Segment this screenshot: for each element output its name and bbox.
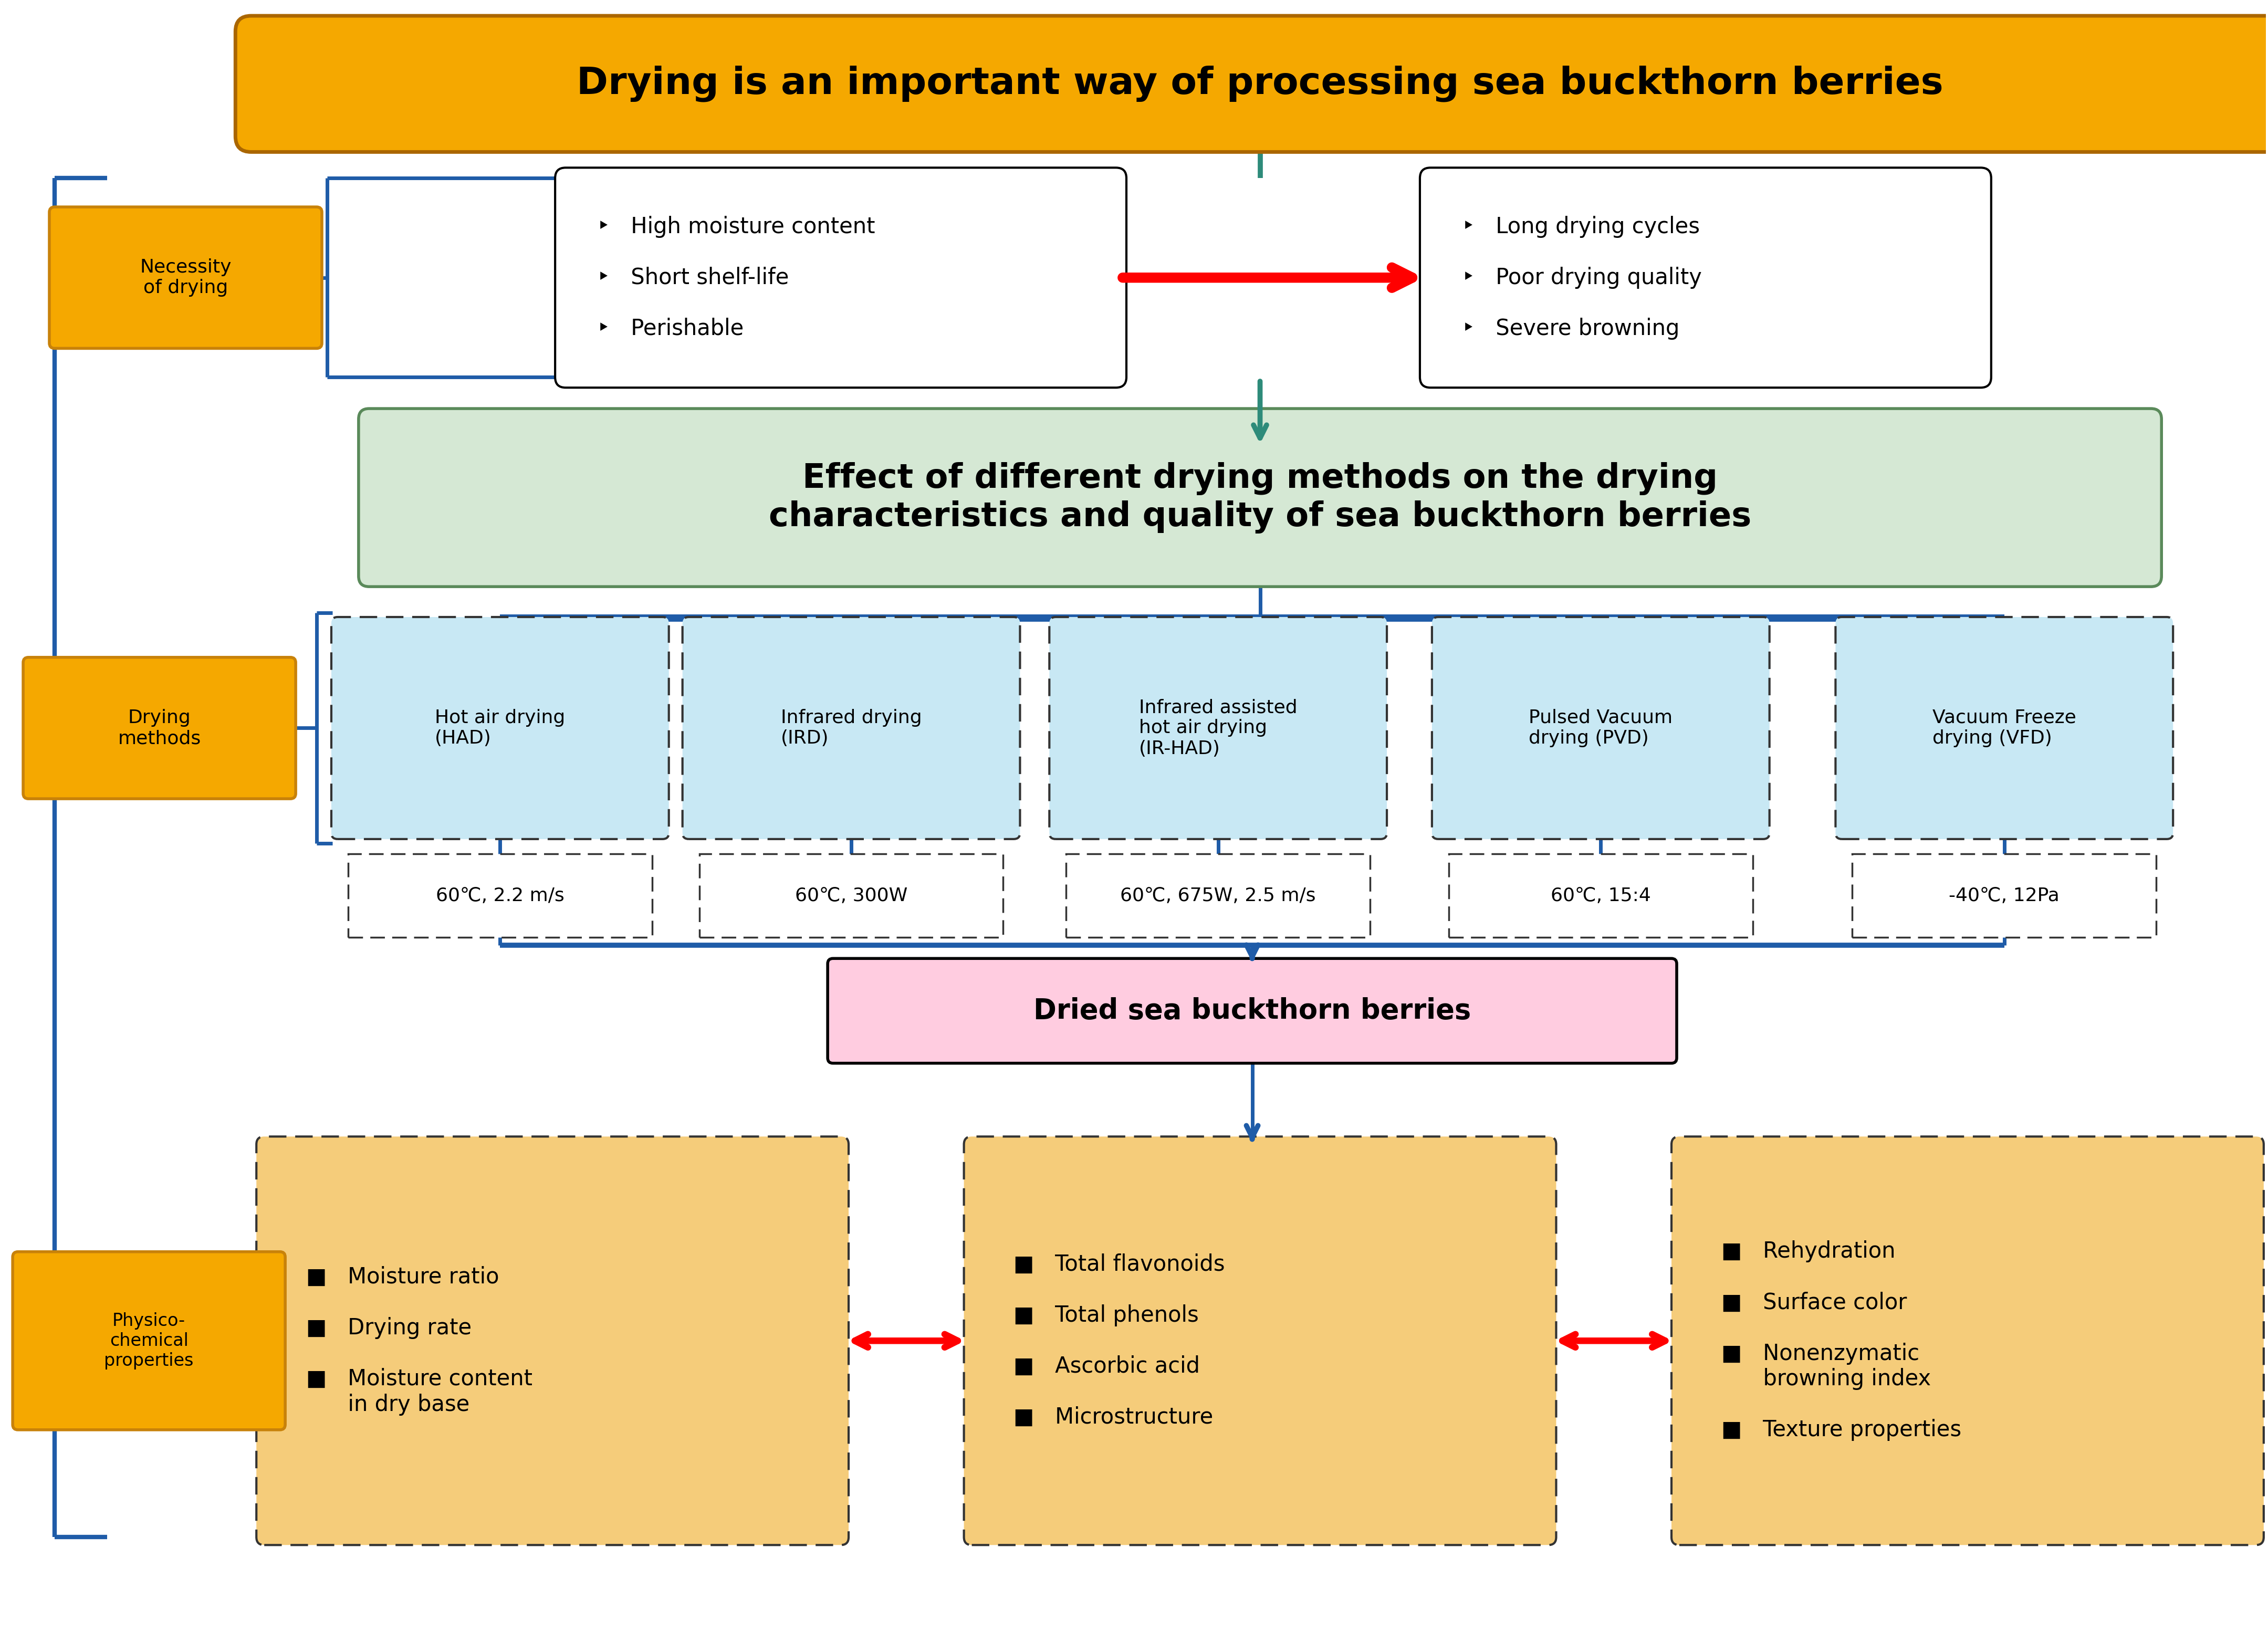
FancyBboxPatch shape	[964, 1137, 1556, 1545]
FancyBboxPatch shape	[1672, 1137, 2263, 1545]
FancyBboxPatch shape	[1835, 617, 2173, 838]
FancyBboxPatch shape	[347, 853, 653, 938]
Text: Infrared drying
(IRD): Infrared drying (IRD)	[780, 709, 921, 747]
Text: Pulsed Vacuum
drying (PVD): Pulsed Vacuum drying (PVD)	[1529, 709, 1674, 747]
Text: Drying is an important way of processing sea buckthorn berries: Drying is an important way of processing…	[576, 65, 1944, 103]
FancyBboxPatch shape	[683, 617, 1021, 838]
Text: Effect of different drying methods on the drying
characteristics and quality of : Effect of different drying methods on th…	[769, 462, 1751, 533]
FancyBboxPatch shape	[1066, 853, 1370, 938]
FancyBboxPatch shape	[358, 409, 2161, 587]
FancyBboxPatch shape	[23, 657, 295, 799]
FancyBboxPatch shape	[1420, 168, 1991, 388]
FancyBboxPatch shape	[256, 1137, 848, 1545]
Text: Infrared assisted
hot air drying
(IR-HAD): Infrared assisted hot air drying (IR-HAD…	[1139, 698, 1297, 758]
Text: ‣   Long drying cycles

‣   Poor drying quality

‣   Severe browning: ‣ Long drying cycles ‣ Poor drying quali…	[1463, 215, 1701, 339]
FancyBboxPatch shape	[1431, 617, 1769, 838]
Text: Necessity
of drying: Necessity of drying	[141, 258, 231, 297]
Text: 60℃, 675W, 2.5 m/s: 60℃, 675W, 2.5 m/s	[1120, 887, 1315, 905]
Text: ‣   High moisture content

‣   Short shelf-life

‣   Perishable: ‣ High moisture content ‣ Short shelf-li…	[596, 215, 875, 339]
FancyBboxPatch shape	[331, 617, 669, 838]
Text: 60℃, 300W: 60℃, 300W	[796, 887, 907, 905]
Text: -40℃, 12Pa: -40℃, 12Pa	[1948, 887, 2059, 905]
Text: Dried sea buckthorn berries: Dried sea buckthorn berries	[1034, 997, 1472, 1024]
FancyBboxPatch shape	[1050, 617, 1388, 838]
Text: Drying
methods: Drying methods	[118, 709, 202, 747]
Text: Physico-
chemical
properties: Physico- chemical properties	[104, 1311, 193, 1370]
FancyBboxPatch shape	[1449, 853, 1753, 938]
Text: ■   Moisture ratio

■   Drying rate

■   Moisture content
      in dry base: ■ Moisture ratio ■ Drying rate ■ Moistur…	[306, 1266, 533, 1416]
FancyBboxPatch shape	[1853, 853, 2157, 938]
FancyBboxPatch shape	[236, 16, 2268, 152]
Text: 60℃, 15:4: 60℃, 15:4	[1551, 887, 1651, 905]
FancyBboxPatch shape	[556, 168, 1127, 388]
Text: Hot air drying
(HAD): Hot air drying (HAD)	[435, 709, 565, 747]
Text: ■   Total flavonoids

■   Total phenols

■   Ascorbic acid

■   Microstructure: ■ Total flavonoids ■ Total phenols ■ Asc…	[1014, 1253, 1225, 1429]
Text: ■   Rehydration

■   Surface color

■   Nonenzymatic
      browning index

■   T: ■ Rehydration ■ Surface color ■ Nonenzym…	[1721, 1241, 1962, 1442]
FancyBboxPatch shape	[50, 207, 322, 349]
FancyBboxPatch shape	[828, 959, 1676, 1063]
Text: 60℃, 2.2 m/s: 60℃, 2.2 m/s	[435, 887, 565, 905]
Text: Vacuum Freeze
drying (VFD): Vacuum Freeze drying (VFD)	[1932, 709, 2075, 747]
FancyBboxPatch shape	[699, 853, 1002, 938]
FancyBboxPatch shape	[14, 1251, 286, 1430]
